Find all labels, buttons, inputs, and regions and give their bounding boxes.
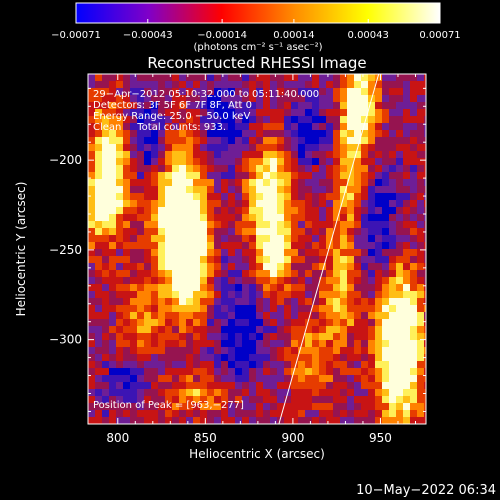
colorbar-tick-label: −0.00071 [51, 30, 101, 41]
colorbar-tick-label: −0.00043 [123, 30, 173, 41]
annotation-detectors: Detectors: 3F 5F 6F 7F 8F, Att 0 [93, 100, 252, 111]
colorbar-tick-label: 0.00043 [348, 30, 389, 41]
y-axis-label: Heliocentric Y (arcsec) [14, 182, 28, 317]
x-tick-label: 950 [369, 431, 392, 445]
y-tick-label: −200 [49, 153, 82, 167]
plot-area [88, 74, 426, 424]
x-tick-label: 850 [194, 431, 217, 445]
x-tick-label: 800 [106, 431, 129, 445]
plot-frame [87, 73, 427, 425]
annotation-energy-range: Energy Range: 25.0 − 50.0 keV [93, 111, 250, 122]
colorbar [75, 2, 441, 24]
solar-limb-line [278, 74, 380, 424]
x-tick-label: 900 [281, 431, 304, 445]
peak-position-label: Position of Peak = [963,−277] [93, 400, 244, 411]
colorbar-tick-label: 0.00014 [273, 30, 314, 41]
colorbar-ticks: −0.00071 −0.00043 −0.00014 0.00014 0.00043 0.… [51, 19, 461, 41]
colorbar-tick-label: 0.00071 [419, 30, 460, 41]
y-tick-label: −250 [49, 243, 82, 257]
annotation-time-range: 29−Apr−2012 05:10:32.000 to 05:11:40.000 [93, 89, 319, 100]
colorbar-unit-label: (photons cm⁻² s⁻¹ asec⁻²) [193, 42, 322, 53]
heatmap [88, 74, 426, 424]
annotation-block: 29−Apr−2012 05:10:32.000 to 05:11:40.000… [93, 89, 319, 133]
colorbar-tick-label: −0.00014 [197, 30, 247, 41]
footer-date: 10−May−2022 06:34 [356, 483, 496, 498]
chart-title: Reconstructed RHESSI Image [147, 54, 366, 72]
axis-ticks: 800 850 900 950 −300 −250 −200 [49, 74, 426, 445]
x-axis-label: Heliocentric X (arcsec) [189, 447, 325, 461]
annotation-counts: Clean Total counts: 933. [93, 122, 226, 133]
y-tick-label: −300 [49, 333, 82, 347]
